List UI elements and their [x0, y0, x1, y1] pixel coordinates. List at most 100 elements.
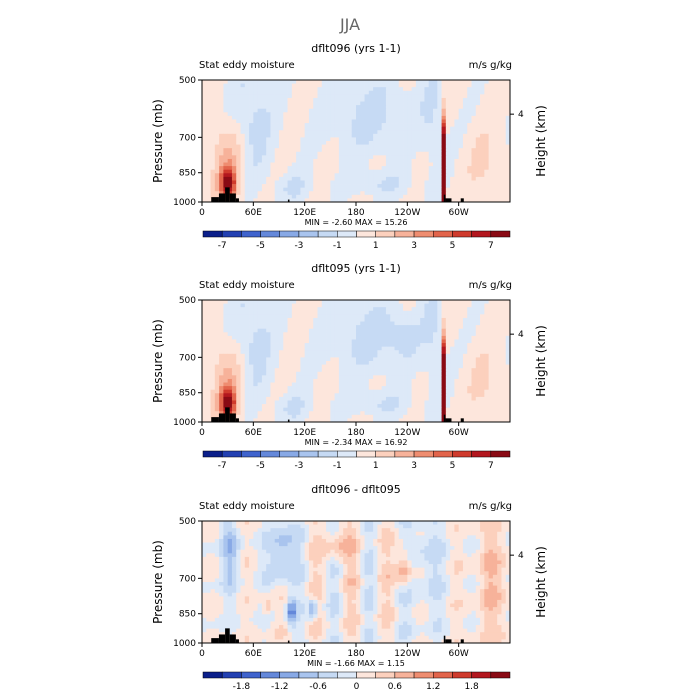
heatmap-cell	[330, 335, 336, 340]
heatmap-cell	[415, 187, 421, 192]
heatmap-cell	[202, 407, 207, 412]
heatmap-cell	[360, 176, 365, 181]
heatmap-cell	[219, 83, 224, 88]
heatmap-cell	[304, 386, 310, 391]
heatmap-cell	[249, 198, 254, 203]
heatmap-cell	[403, 137, 408, 142]
heatmap-cell	[240, 141, 246, 145]
heatmap-cell	[261, 414, 267, 419]
heatmap-cell	[390, 371, 395, 376]
heatmap-cell	[505, 310, 511, 315]
heatmap-cell	[240, 169, 246, 174]
heatmap-cell	[240, 335, 246, 340]
heatmap-cell	[475, 361, 481, 365]
heatmap-cell	[381, 314, 387, 319]
heatmap-cell	[347, 158, 353, 163]
heatmap-cell	[287, 317, 293, 322]
heatmap-cell	[428, 307, 434, 312]
heatmap-cell	[428, 119, 434, 124]
heatmap-cell	[317, 83, 323, 88]
heatmap-cell	[210, 404, 216, 409]
heatmap-cell	[462, 119, 468, 124]
heatmap-cell	[249, 364, 254, 369]
heatmap-cell	[407, 321, 413, 326]
heatmap-cell	[283, 328, 288, 333]
heatmap-cell	[304, 198, 310, 203]
heatmap-cell	[488, 97, 494, 102]
heatmap-cell	[398, 357, 404, 362]
heatmap-cell	[244, 90, 250, 95]
heatmap-cell	[492, 389, 498, 394]
heatmap-cell	[266, 133, 271, 138]
heatmap-cell	[488, 126, 494, 131]
heatmap-cell	[501, 400, 507, 405]
heatmap-cell	[454, 137, 460, 142]
heatmap-cell	[202, 137, 207, 142]
heatmap-cell	[505, 187, 511, 192]
heatmap-cell	[296, 325, 301, 330]
heatmap-cell	[377, 166, 383, 171]
heatmap-cell	[249, 155, 254, 160]
heatmap-cell	[321, 382, 327, 387]
heatmap-cell	[219, 343, 224, 348]
heatmap-cell	[347, 130, 353, 135]
heatmap-cell	[317, 364, 323, 369]
heatmap-cell	[385, 389, 391, 394]
heatmap-cell	[270, 350, 276, 355]
heatmap-cell	[492, 335, 498, 340]
heatmap-cell	[206, 357, 211, 362]
terrain-block	[225, 187, 230, 202]
heatmap-cell	[283, 141, 288, 145]
heatmap-cell	[390, 325, 395, 330]
heatmap-cell	[450, 158, 455, 163]
heatmap-cell	[351, 105, 357, 110]
heatmap-cell	[261, 375, 267, 380]
heatmap-cell	[296, 382, 301, 387]
heatmap-cell	[445, 101, 451, 106]
heatmap-cell	[244, 371, 250, 376]
heatmap-cell	[279, 357, 284, 362]
heatmap-cell	[343, 87, 348, 92]
heatmap-cell	[505, 400, 511, 405]
heatmap-cell	[437, 393, 442, 398]
heatmap-cell	[381, 357, 387, 362]
heatmap-cell	[270, 94, 276, 99]
heatmap-cell	[458, 105, 464, 110]
heatmap-cell	[206, 361, 211, 365]
heatmap-cell	[321, 361, 327, 365]
heatmap-cell	[480, 166, 485, 171]
heatmap-cell	[394, 155, 400, 160]
heatmap-cell	[394, 169, 400, 174]
heatmap-cell	[450, 386, 455, 391]
heatmap-cell	[394, 191, 400, 196]
heatmap-cell	[364, 346, 370, 351]
heatmap-cell	[249, 115, 254, 120]
heatmap-cell	[317, 141, 323, 145]
heatmap-cell	[231, 407, 237, 412]
heatmap-cell	[206, 119, 211, 124]
heatmap-cell	[373, 137, 378, 142]
heatmap-cell	[313, 130, 318, 135]
heatmap-cell	[308, 350, 314, 355]
heatmap-cell	[501, 300, 507, 304]
heatmap-cell	[313, 191, 318, 196]
heatmap-cell	[326, 343, 331, 348]
heatmap-cell	[385, 187, 391, 192]
heatmap-cell	[445, 130, 451, 135]
heatmap-cell	[398, 80, 404, 84]
heatmap-cell	[279, 378, 284, 383]
heatmap-cell	[214, 141, 220, 145]
heatmap-cell	[480, 112, 485, 117]
heatmap-cell	[291, 191, 297, 196]
heatmap-cell	[368, 407, 374, 412]
heatmap-cell	[424, 133, 430, 138]
heatmap-cell	[274, 187, 280, 192]
heatmap-cell	[304, 343, 310, 348]
heatmap-cell	[385, 198, 391, 203]
heatmap-cell	[326, 144, 331, 149]
heatmap-cell	[287, 357, 293, 362]
x-tick-label: 180	[347, 428, 364, 438]
heatmap-cell	[356, 375, 361, 380]
heatmap-cell	[475, 191, 481, 196]
heatmap-cell	[338, 328, 344, 333]
